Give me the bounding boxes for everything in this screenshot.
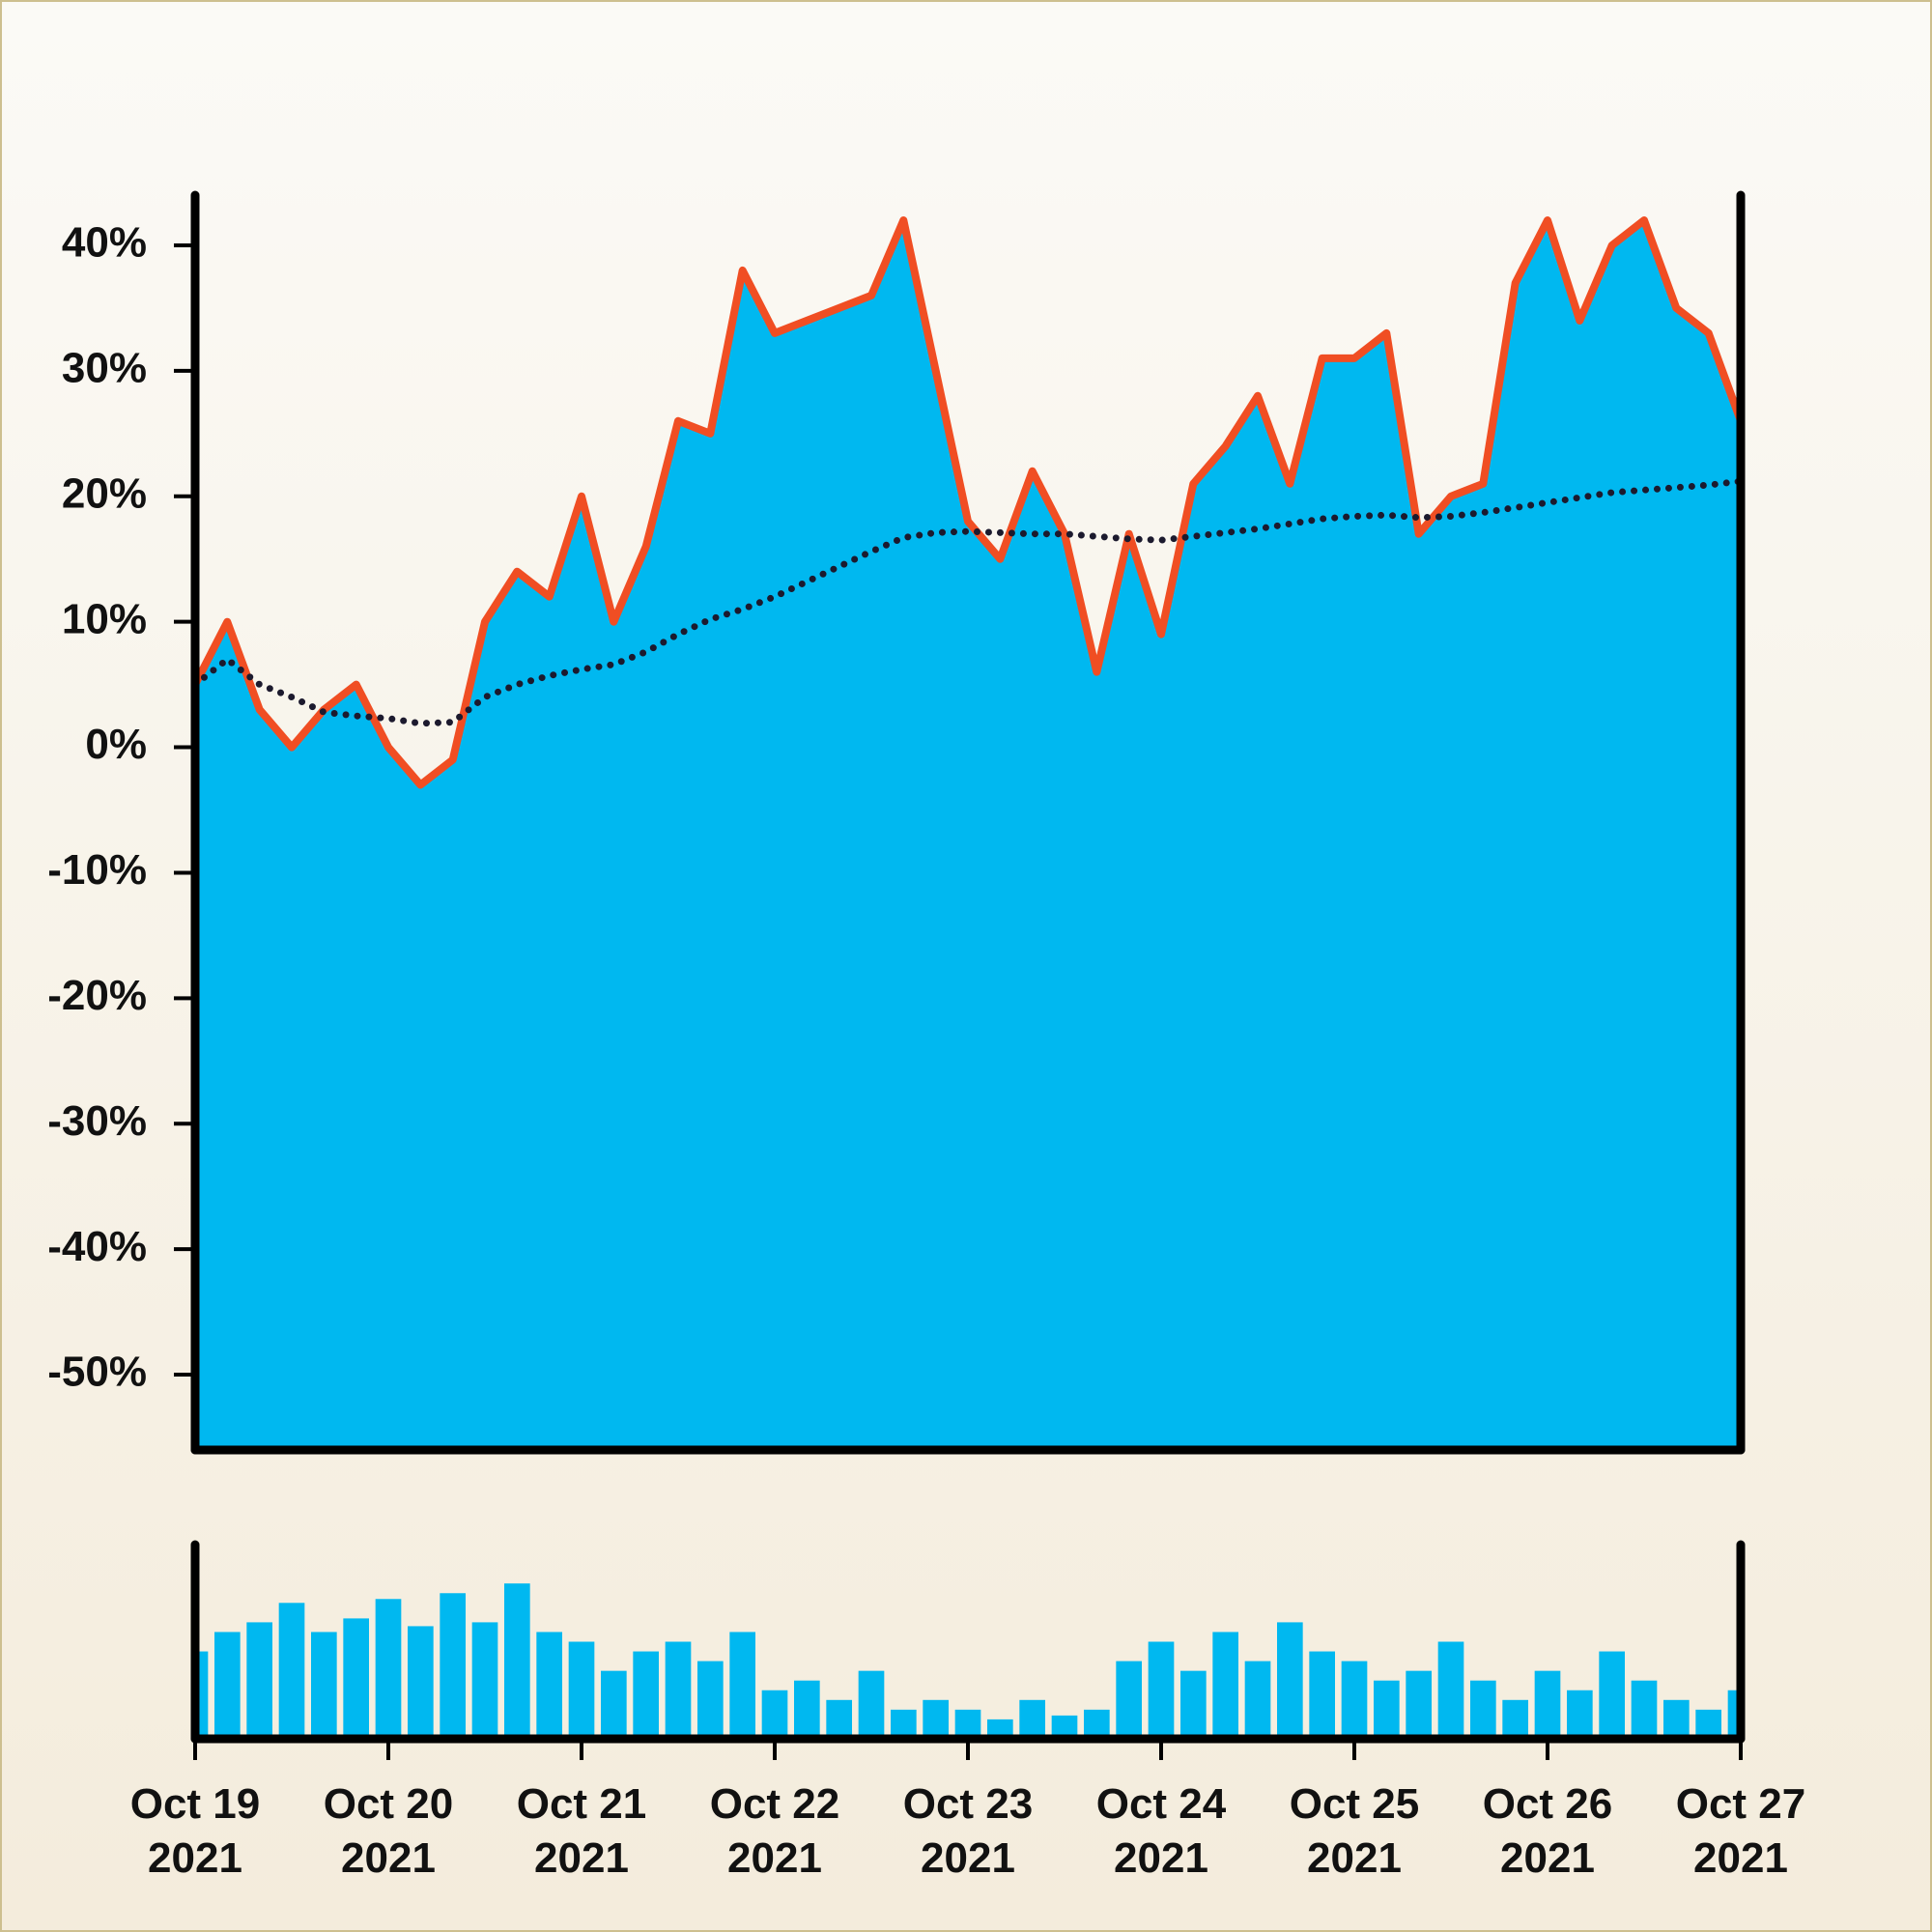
- y-tick-label: -50%: [47, 1349, 147, 1396]
- volume-bar: [1180, 1670, 1207, 1739]
- y-tick-label: -10%: [47, 846, 147, 894]
- x-tick-label: Oct 21 2021: [516, 1780, 647, 1882]
- volume-bar: [601, 1670, 627, 1739]
- volume-bar: [1374, 1680, 1400, 1739]
- x-tick-label: Oct 23 2021: [902, 1780, 1034, 1882]
- y-tick-label: 30%: [62, 344, 147, 391]
- x-tick-label: Oct 25 2021: [1289, 1780, 1420, 1882]
- volume-bar: [1084, 1709, 1110, 1739]
- x-tick-label: Oct 22 2021: [709, 1780, 840, 1882]
- volume-bar: [1502, 1699, 1528, 1739]
- volume-bar: [697, 1661, 724, 1739]
- volume-bar: [1148, 1641, 1175, 1739]
- y-tick-label: -40%: [47, 1223, 147, 1270]
- volume-bar: [1663, 1699, 1690, 1739]
- volume-bar: [1599, 1651, 1625, 1739]
- volume-bar: [987, 1719, 1013, 1739]
- x-tick-label: Oct 24 2021: [1095, 1780, 1227, 1882]
- volume-bar: [761, 1690, 788, 1739]
- moving-average-line: [191, 477, 1745, 727]
- volume-bar: [1212, 1632, 1238, 1739]
- volume-bar: [568, 1641, 595, 1739]
- volume-bar: [471, 1622, 498, 1739]
- volume-bar: [199, 1651, 209, 1739]
- x-tick-label: Oct 20 2021: [323, 1780, 454, 1882]
- volume-bar: [1727, 1690, 1737, 1739]
- volume-bar: [1534, 1670, 1561, 1739]
- volume-bar: [794, 1680, 820, 1739]
- y-tick-label: 20%: [62, 469, 147, 517]
- y-tick-label: 40%: [62, 219, 147, 267]
- volume-bar: [1567, 1690, 1593, 1739]
- volume-bar: [891, 1709, 917, 1739]
- volume-bar: [1309, 1651, 1335, 1739]
- volume-bar: [1631, 1680, 1658, 1739]
- y-tick-label: 10%: [62, 595, 147, 642]
- volume-bar: [375, 1599, 402, 1739]
- volume-bar: [440, 1593, 466, 1739]
- volume-bar: [1406, 1670, 1432, 1739]
- price-line: [191, 216, 1745, 789]
- volume-bar: [1437, 1641, 1464, 1739]
- volume-bar: [311, 1632, 337, 1739]
- volume-bar: [729, 1632, 755, 1739]
- volume-bar: [1116, 1661, 1142, 1739]
- x-tick-label: Oct 19 2021: [129, 1780, 261, 1882]
- volume-bar: [665, 1641, 692, 1739]
- volume-bar: [1019, 1699, 1045, 1739]
- volume-bar: [954, 1709, 981, 1739]
- volume-bar: [278, 1603, 305, 1739]
- y-tick-label: -20%: [47, 972, 147, 1019]
- price-area: [195, 220, 1741, 1450]
- y-tick-label: -30%: [47, 1097, 147, 1145]
- volume-bar: [1470, 1680, 1496, 1739]
- volume-bar: [408, 1626, 434, 1739]
- x-tick-label: Oct 27 2021: [1675, 1780, 1806, 1882]
- x-tick-label: Oct 26 2021: [1482, 1780, 1613, 1882]
- volume-bar: [504, 1583, 530, 1739]
- volume-bar: [536, 1632, 562, 1739]
- volume-bar: [343, 1618, 369, 1739]
- volume-bar: [1341, 1661, 1368, 1739]
- y-tick-label: 0%: [85, 721, 147, 768]
- volume-bar: [1695, 1709, 1721, 1739]
- volume-bar: [923, 1699, 949, 1739]
- volume-bar: [826, 1699, 852, 1739]
- volume-bar: [246, 1622, 272, 1739]
- volume-bar: [1244, 1661, 1271, 1739]
- volume-bar: [1277, 1622, 1303, 1739]
- volume-bar: [214, 1632, 241, 1739]
- volume-bar: [858, 1670, 885, 1739]
- volume-bar: [633, 1651, 659, 1739]
